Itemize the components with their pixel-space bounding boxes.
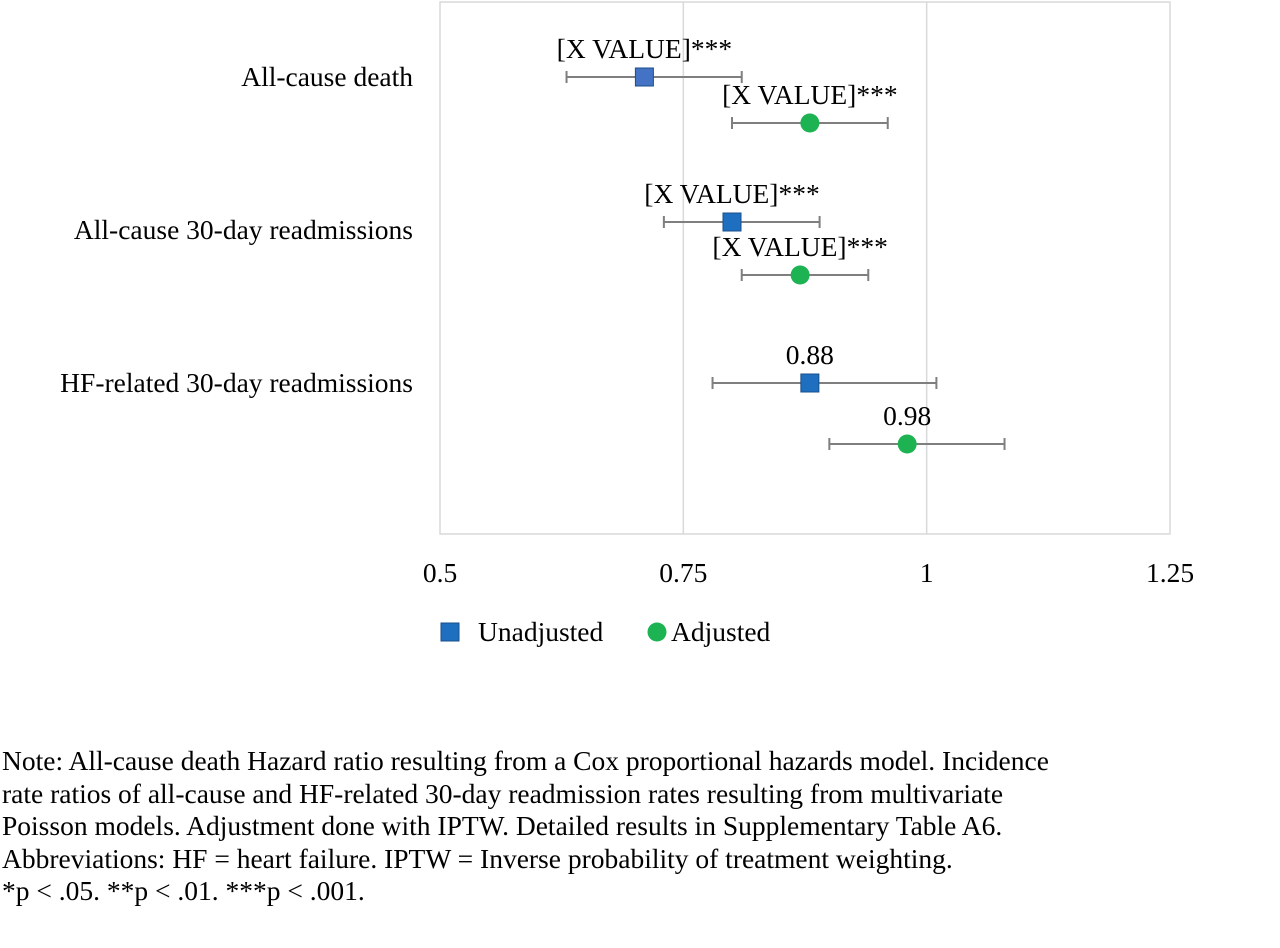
category-label: HF-related 30-day readmissions <box>60 367 413 398</box>
note-line: *p < .05. **p < .01. ***p < .001. <box>2 875 365 907</box>
note-line: Poisson models. Adjustment done with IPT… <box>2 810 1003 842</box>
unadjusted-point <box>634 67 654 87</box>
series-layer: [X VALUE]*** [X VALUE]*** 0.88 [X VALUE]***… <box>557 33 1006 454</box>
adjusted-point <box>800 113 820 133</box>
legend-label-adjusted: Adjusted <box>671 616 771 647</box>
error-bar <box>662 216 821 228</box>
adjusted-point <box>897 434 917 454</box>
error-bar <box>711 377 938 389</box>
figure-note: Note: All-cause death Hazard ratio resul… <box>2 745 1278 908</box>
category-labels: All-cause death All-cause 30-day readmiss… <box>60 61 413 398</box>
error-bar <box>828 438 1006 450</box>
data-label: [X VALUE]*** <box>722 79 897 110</box>
legend-label-unadjusted: Unadjusted <box>478 616 604 647</box>
data-label: 0.98 <box>883 400 931 431</box>
error-bar <box>565 71 743 83</box>
unadjusted-point <box>722 212 742 232</box>
category-label: All-cause death <box>241 61 413 92</box>
note-line: rate ratios of all-cause and HF-related … <box>2 777 1004 809</box>
x-tick-label: 1.25 <box>1146 557 1194 588</box>
note-line: Note: All-cause death Hazard ratio resul… <box>2 745 1049 776</box>
legend: Unadjusted Adjusted <box>440 616 771 647</box>
x-tick-label: 0.5 <box>423 557 457 588</box>
forest-plot: All-cause death All-cause 30-day readmiss… <box>60 1 1194 647</box>
data-label: 0.88 <box>786 339 834 370</box>
unadjusted-point <box>800 373 820 393</box>
note-line: Abbreviations: HF = heart failure. IPTW … <box>2 842 953 874</box>
x-tick-label: 1 <box>920 557 934 588</box>
x-tick-label: 0.75 <box>659 557 707 588</box>
x-axis-tick-labels: 0.5 0.75 1 1.25 <box>423 557 1194 588</box>
legend-marker-adjusted <box>647 622 667 642</box>
data-label: [X VALUE]*** <box>644 178 819 209</box>
legend-marker-unadjusted <box>440 622 460 642</box>
data-label: [X VALUE]*** <box>712 231 887 262</box>
adjusted-point <box>790 265 810 285</box>
category-label: All-cause 30-day readmissions <box>74 214 413 245</box>
gridlines <box>682 2 928 534</box>
data-label: [X VALUE]*** <box>557 33 732 64</box>
